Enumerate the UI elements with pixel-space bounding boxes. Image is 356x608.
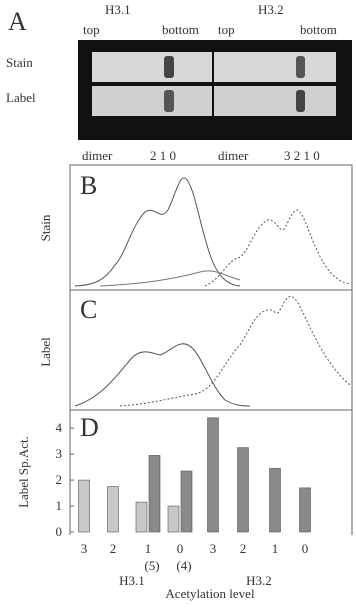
y-tick-label: 0 (56, 524, 63, 539)
x-sub-label: (5) (144, 558, 159, 573)
panel-letter: C (80, 295, 97, 324)
bar (79, 480, 90, 532)
x-tick-label: 1 (145, 541, 152, 556)
axis-label: Label Sp.Act. (16, 436, 31, 508)
panel-letter: D (80, 413, 99, 442)
y-tick-label: 3 (56, 446, 63, 461)
x-tick-label: 2 (240, 541, 247, 556)
lane-end: bottom (300, 22, 337, 37)
bar (270, 468, 281, 532)
bar (108, 487, 119, 532)
axis-label: Label (38, 337, 53, 367)
x-tick-label: 1 (272, 541, 279, 556)
x-tick-label: 3 (210, 541, 217, 556)
group-label: H3.1 (105, 2, 131, 17)
y-tick-label: 2 (56, 472, 63, 487)
y-tick-label: 4 (56, 420, 63, 435)
x-tick-label: 2 (110, 541, 117, 556)
panel-letter: B (80, 171, 97, 200)
bar (208, 418, 219, 532)
trace (75, 344, 250, 406)
row-label: Stain (6, 55, 33, 70)
x-tick-label: 0 (177, 541, 184, 556)
bar (136, 502, 147, 532)
group-label: H3.2 (258, 2, 284, 17)
trace (75, 178, 240, 286)
group-label: H3.1 (119, 573, 145, 588)
bar (238, 448, 249, 532)
trace (100, 271, 240, 286)
group-label: H3.2 (246, 573, 272, 588)
axis-label: Stain (38, 214, 53, 241)
lane-end: top (83, 22, 100, 37)
bar (168, 506, 179, 532)
band-label: dimer (82, 148, 113, 163)
panel-letter: A (8, 7, 27, 36)
bar (300, 488, 311, 532)
y-tick-label: 1 (56, 498, 63, 513)
trace (205, 210, 350, 286)
band-label: 3 2 1 0 (284, 148, 320, 163)
bar (181, 471, 192, 532)
figure: A H3.1 H3.2 top bottom top bottom Stain … (0, 0, 356, 603)
band-label: 2 1 0 (150, 148, 176, 163)
lane-end: top (218, 22, 235, 37)
axis-label: Acetylation level (165, 586, 255, 601)
x-sub-label: (4) (176, 558, 191, 573)
lane-end: bottom (162, 22, 199, 37)
panel-frame (70, 290, 352, 410)
row-label: Label (6, 90, 36, 105)
band-label: dimer (218, 148, 249, 163)
bar (149, 455, 160, 532)
trace (120, 296, 350, 406)
x-tick-label: 3 (81, 541, 88, 556)
gel (78, 40, 352, 140)
x-tick-label: 0 (302, 541, 309, 556)
